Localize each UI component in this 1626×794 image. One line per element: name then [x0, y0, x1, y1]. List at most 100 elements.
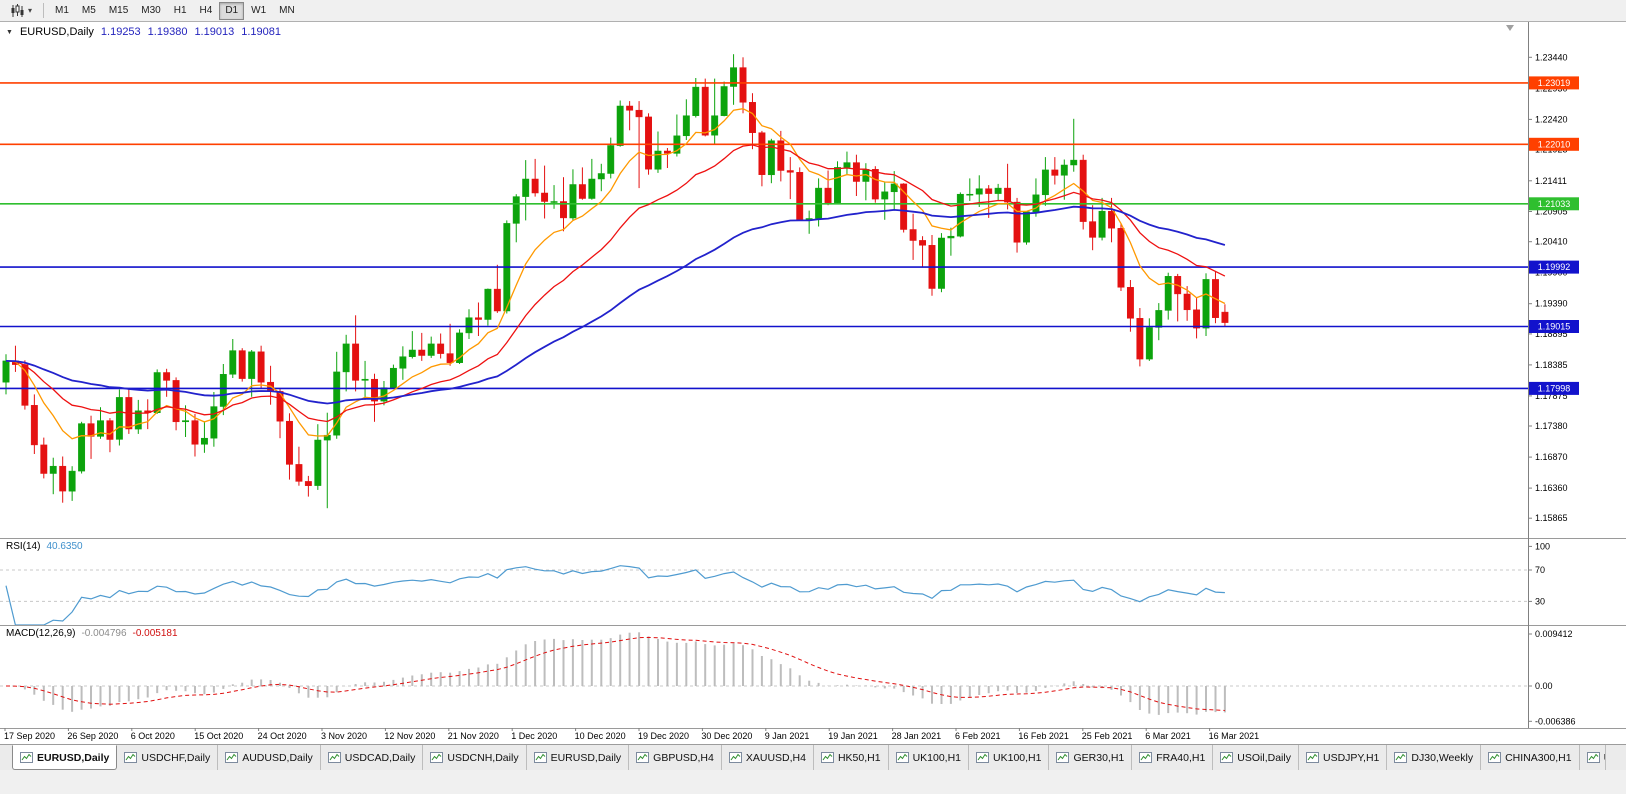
svg-text:19 Dec 2020: 19 Dec 2020 [638, 731, 689, 741]
chart-shift-marker[interactable] [1506, 25, 1514, 31]
svg-text:15 Oct 2020: 15 Oct 2020 [194, 731, 243, 741]
chart-tab-uk100-h1[interactable]: UK100,H1 [888, 745, 970, 770]
rsi-line [5, 565, 1225, 626]
svg-text:1.19992: 1.19992 [1538, 262, 1571, 272]
chart-tab-icon [820, 752, 834, 763]
chart-ohlc-header: ▼ EURUSD,Daily 1.19253 1.19380 1.19013 1… [6, 26, 281, 38]
timeframe-mn-button[interactable]: MN [273, 2, 301, 20]
svg-text:1.17380: 1.17380 [1535, 421, 1568, 431]
svg-text:9 Jan 2021: 9 Jan 2021 [765, 731, 810, 741]
chart-tab-hk50-h1[interactable]: HK50,H1 [813, 745, 889, 770]
hline-price-label [1529, 137, 1579, 151]
chart-tab-dj30-weekly[interactable]: DJ30,Weekly [1387, 745, 1482, 770]
svg-text:1.16360: 1.16360 [1535, 483, 1568, 493]
chart-tab-usoil-daily[interactable]: USOil,Daily [1213, 745, 1299, 770]
chart-tab-usdchf-daily[interactable]: USDCHF,Daily [117, 745, 219, 770]
svg-text:21 Nov 2020: 21 Nov 2020 [448, 731, 499, 741]
timeframe-d1-button[interactable]: D1 [219, 1, 245, 20]
svg-text:16 Mar 2021: 16 Mar 2021 [1209, 731, 1260, 741]
chart-tab-label: AUDUSD,Daily [242, 751, 313, 764]
pane-separators[interactable] [0, 538, 1626, 729]
svg-text:1.17875: 1.17875 [1535, 391, 1568, 401]
svg-text:70: 70 [1535, 565, 1545, 575]
svg-text:-0.006386: -0.006386 [1535, 716, 1576, 726]
chart-tab-label: USDCHF,Daily [141, 751, 211, 764]
low-value: 1.19013 [194, 26, 235, 38]
chart-type-button[interactable]: ▾ [4, 2, 38, 20]
chart-tab-label: FRA40,H1 [1156, 751, 1206, 764]
chart-tab-usdcad-daily[interactable]: USDCAD,Daily [320, 745, 424, 770]
svg-text:1.22420: 1.22420 [1535, 114, 1568, 124]
chart-tab-label: USDCNH,Daily [447, 751, 519, 764]
chart-tab-china300-h1[interactable]: CHINA300,H1 [1481, 745, 1580, 770]
open-value: 1.19253 [100, 26, 141, 38]
chart-tab-label: DJ30,Weekly [1411, 751, 1474, 764]
chart-tab-icon [20, 752, 33, 763]
timeframe-m30-button[interactable]: M30 [135, 2, 166, 20]
price-chart[interactable]: 1.234401.229301.224201.219251.214111.209… [0, 22, 1626, 744]
chart-tab-label: USDCAD,Daily [344, 751, 416, 764]
chart-tab-uso[interactable]: USO [1579, 745, 1606, 770]
timeframe-w1-button[interactable]: W1 [245, 2, 272, 20]
chart-tab-uk100-h1[interactable]: UK100,H1 [969, 745, 1050, 770]
chart-tab-icon [1394, 752, 1408, 763]
timeframe-h1-button[interactable]: H1 [168, 2, 193, 20]
chart-tab-eurusd-daily[interactable]: EURUSD,Daily [526, 745, 630, 770]
svg-text:1.21033: 1.21033 [1538, 199, 1571, 209]
timeframe-m1-button[interactable]: M1 [49, 2, 75, 20]
svg-text:1.17998: 1.17998 [1538, 383, 1571, 393]
chart-tab-ger30-h1[interactable]: GER30,H1 [1049, 745, 1133, 770]
chart-tab-usdjpy-h1[interactable]: USDJPY,H1 [1298, 745, 1388, 770]
hline-price-label [1529, 197, 1579, 211]
svg-text:6 Mar 2021: 6 Mar 2021 [1145, 731, 1191, 741]
chart-tab-usdcnh-daily[interactable]: USDCNH,Daily [423, 745, 527, 770]
svg-text:1.15865: 1.15865 [1535, 513, 1568, 523]
chart-tab-icon [124, 752, 138, 763]
svg-text:6 Feb 2021: 6 Feb 2021 [955, 731, 1001, 741]
svg-text:28 Jan 2021: 28 Jan 2021 [892, 731, 942, 741]
chart-tab-eurusd-daily[interactable]: EURUSD,Daily [12, 745, 118, 770]
chart-area[interactable]: 1.234401.229301.224201.219251.214111.209… [0, 22, 1626, 744]
svg-text:3 Nov 2020: 3 Nov 2020 [321, 731, 367, 741]
chart-tab-icon [1586, 752, 1600, 763]
svg-text:1.23019: 1.23019 [1538, 78, 1571, 88]
macd-signal-value: -0.005181 [132, 628, 178, 639]
svg-text:1.20905: 1.20905 [1535, 207, 1568, 217]
svg-text:1.16870: 1.16870 [1535, 452, 1568, 462]
svg-text:1.22010: 1.22010 [1538, 139, 1571, 149]
chart-tab-icon [1139, 752, 1153, 763]
chart-tab-label: HK50,H1 [837, 751, 881, 764]
svg-text:24 Oct 2020: 24 Oct 2020 [258, 731, 307, 741]
candlestick-chart-icon [11, 3, 24, 17]
svg-text:1.23440: 1.23440 [1535, 52, 1568, 62]
ma-mid-line [5, 144, 1226, 423]
timeframe-h4-button[interactable]: H4 [194, 2, 219, 20]
svg-text:10 Dec 2020: 10 Dec 2020 [575, 731, 626, 741]
chart-tab-gbpusd-h4[interactable]: GBPUSD,H4 [629, 745, 722, 770]
svg-text:0.009412: 0.009412 [1535, 629, 1573, 639]
chart-tab-audusd-daily[interactable]: AUDUSD,Daily [218, 745, 321, 770]
macd-histogram [14, 632, 1226, 715]
one-click-trading-toggle-icon[interactable]: ▼ [6, 28, 13, 36]
chart-tab-icon [533, 752, 547, 763]
timeframe-m15-button[interactable]: M15 [103, 2, 134, 20]
svg-text:1.19015: 1.19015 [1538, 322, 1571, 332]
chart-tab-xauusd-h4[interactable]: XAUUSD,H4 [721, 745, 814, 770]
svg-text:17 Sep 2020: 17 Sep 2020 [4, 731, 55, 741]
time-axis[interactable]: 17 Sep 2020 26 Sep 2020 6 Oct 2020 15 Oct 2… [4, 728, 1259, 741]
chart-tab-label: USDJPY,H1 [1322, 751, 1380, 764]
chart-tab-label: EURUSD,Daily [37, 751, 110, 764]
timeframe-toolbar: ▾ M1 M5 M15 M30 H1 H4 D1 W1 MN [0, 0, 1626, 22]
chart-tab-icon [895, 752, 909, 763]
chart-tab-label: EURUSD,Daily [550, 751, 622, 764]
macd-indicator-label: MACD(12,26,9) -0.004796 -0.005181 [6, 628, 178, 639]
chart-symbol-label: EURUSD,Daily [19, 26, 94, 38]
macd-main-value: -0.004796 [81, 628, 127, 639]
chart-tab-bar: EURUSD,Daily USDCHF,Daily AUDUSD,Daily USDC… [0, 744, 1626, 770]
chart-tab-icon [1220, 752, 1234, 763]
svg-text:100: 100 [1535, 541, 1550, 551]
timeframe-m5-button[interactable]: M5 [76, 2, 102, 20]
chart-tab-fra40-h1[interactable]: FRA40,H1 [1132, 745, 1214, 770]
chart-tab-label: GER30,H1 [1073, 751, 1125, 764]
